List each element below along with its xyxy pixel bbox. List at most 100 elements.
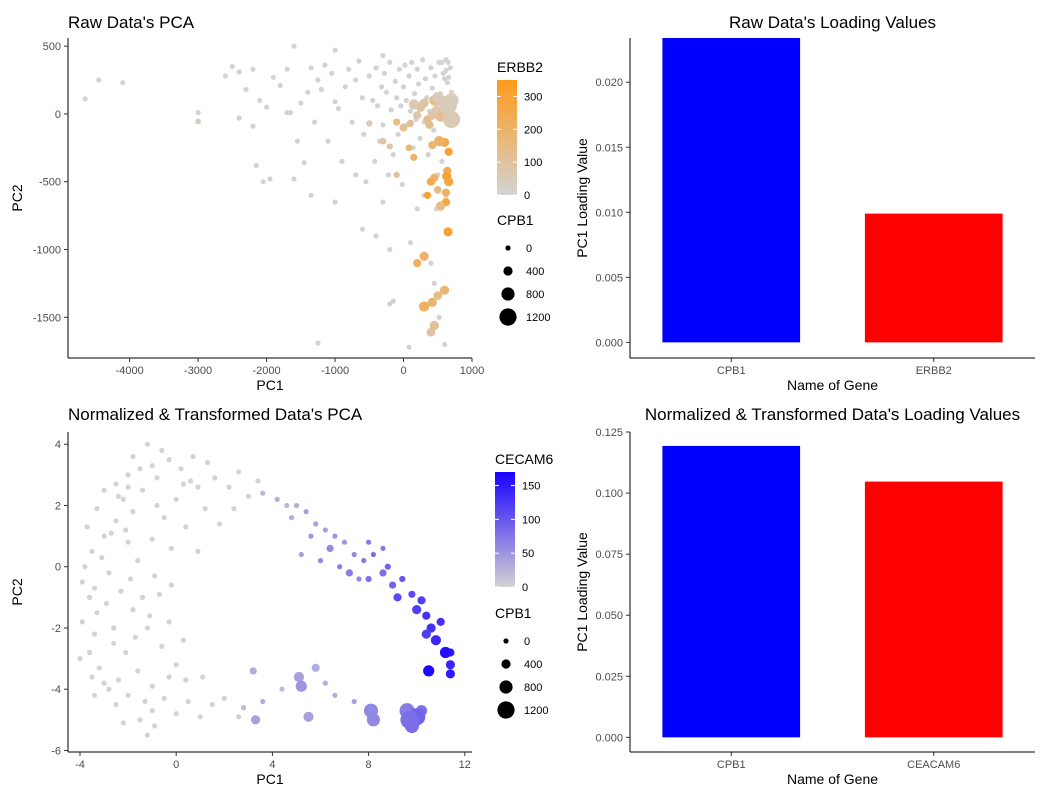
data-point xyxy=(339,158,345,164)
y-tick-label: -2 xyxy=(51,623,61,635)
data-point xyxy=(279,686,285,692)
data-point xyxy=(308,65,314,71)
size-legend-key xyxy=(503,266,513,276)
y-tick-label: 0.010 xyxy=(595,207,623,219)
data-point xyxy=(293,671,304,683)
data-point xyxy=(295,680,307,692)
data-point xyxy=(442,110,461,128)
data-point xyxy=(200,674,206,680)
data-point xyxy=(115,677,122,683)
data-point xyxy=(366,120,373,127)
data-point xyxy=(439,158,445,164)
x-tick-label: 0 xyxy=(400,365,406,377)
data-point xyxy=(386,143,393,150)
data-point xyxy=(195,548,201,555)
color-legend-title: CECAM6 xyxy=(495,451,554,467)
data-point xyxy=(245,493,251,499)
data-point xyxy=(329,70,335,76)
data-point xyxy=(442,76,448,82)
data-point xyxy=(303,509,309,515)
size-legend-label: 0 xyxy=(524,636,530,648)
data-point xyxy=(381,70,387,76)
data-point xyxy=(353,172,359,178)
data-point xyxy=(91,692,98,698)
data-point xyxy=(442,341,448,347)
data-point xyxy=(106,686,112,692)
data-point xyxy=(82,564,88,570)
x-tick-label: CPB1 xyxy=(717,365,746,377)
y-tick-label: 0.025 xyxy=(595,671,623,683)
data-point xyxy=(365,575,372,583)
data-point xyxy=(311,119,318,125)
data-point xyxy=(380,122,386,128)
data-point xyxy=(389,581,397,589)
data-point xyxy=(392,78,398,84)
data-point xyxy=(356,576,362,582)
data-point xyxy=(284,502,290,509)
data-point xyxy=(149,708,155,714)
data-point xyxy=(293,502,300,509)
data-point xyxy=(149,463,155,469)
data-point xyxy=(326,544,334,553)
data-point xyxy=(419,98,429,108)
data-point xyxy=(427,297,437,307)
data-point xyxy=(185,698,191,705)
color-legend-label: 100 xyxy=(524,157,542,169)
data-point xyxy=(291,176,297,182)
data-point xyxy=(221,695,227,702)
data-point xyxy=(195,110,201,116)
data-point xyxy=(173,662,179,668)
data-point xyxy=(251,715,261,725)
size-legend-key xyxy=(503,638,509,644)
data-point xyxy=(79,619,85,625)
data-point xyxy=(139,487,146,493)
data-point xyxy=(433,186,442,194)
data-point xyxy=(249,667,257,675)
data-point xyxy=(106,570,112,576)
data-point xyxy=(113,481,119,487)
data-point xyxy=(180,481,186,487)
data-point xyxy=(123,527,129,533)
data-point xyxy=(99,555,105,561)
data-point xyxy=(429,320,439,331)
data-point xyxy=(444,177,454,187)
data-point xyxy=(406,73,412,79)
color-legend-label: 0 xyxy=(524,190,530,202)
data-point xyxy=(363,703,379,718)
data-point xyxy=(428,260,434,266)
data-point xyxy=(127,576,134,582)
data-point xyxy=(390,298,396,304)
data-point xyxy=(308,533,314,539)
data-point xyxy=(96,77,102,83)
data-point xyxy=(308,192,314,198)
data-point xyxy=(209,701,215,708)
bar-ceacam6 xyxy=(864,481,1003,738)
data-point xyxy=(359,226,365,232)
x-tick-label: 4 xyxy=(269,759,275,771)
color-legend-label: 50 xyxy=(522,548,534,560)
data-point xyxy=(318,86,324,93)
data-point xyxy=(113,701,119,708)
data-point xyxy=(135,558,141,564)
data-point xyxy=(422,76,428,82)
data-point xyxy=(166,457,172,463)
data-point xyxy=(431,127,437,133)
data-point xyxy=(94,610,100,616)
data-point xyxy=(435,201,446,211)
data-point xyxy=(345,569,353,577)
data-point xyxy=(408,590,416,598)
data-point xyxy=(351,551,357,558)
data-point xyxy=(144,625,150,631)
color-legend-label: 0 xyxy=(522,582,528,594)
size-legend-label: 800 xyxy=(526,289,544,301)
data-point xyxy=(298,100,304,106)
data-point xyxy=(406,119,414,127)
x-tick-label: 0 xyxy=(173,759,179,771)
data-point xyxy=(431,280,437,286)
data-point xyxy=(430,635,441,646)
y-tick-label: 4 xyxy=(55,439,61,451)
data-point xyxy=(439,646,452,659)
data-point xyxy=(428,141,437,150)
data-point xyxy=(441,188,451,197)
data-point xyxy=(447,65,453,71)
